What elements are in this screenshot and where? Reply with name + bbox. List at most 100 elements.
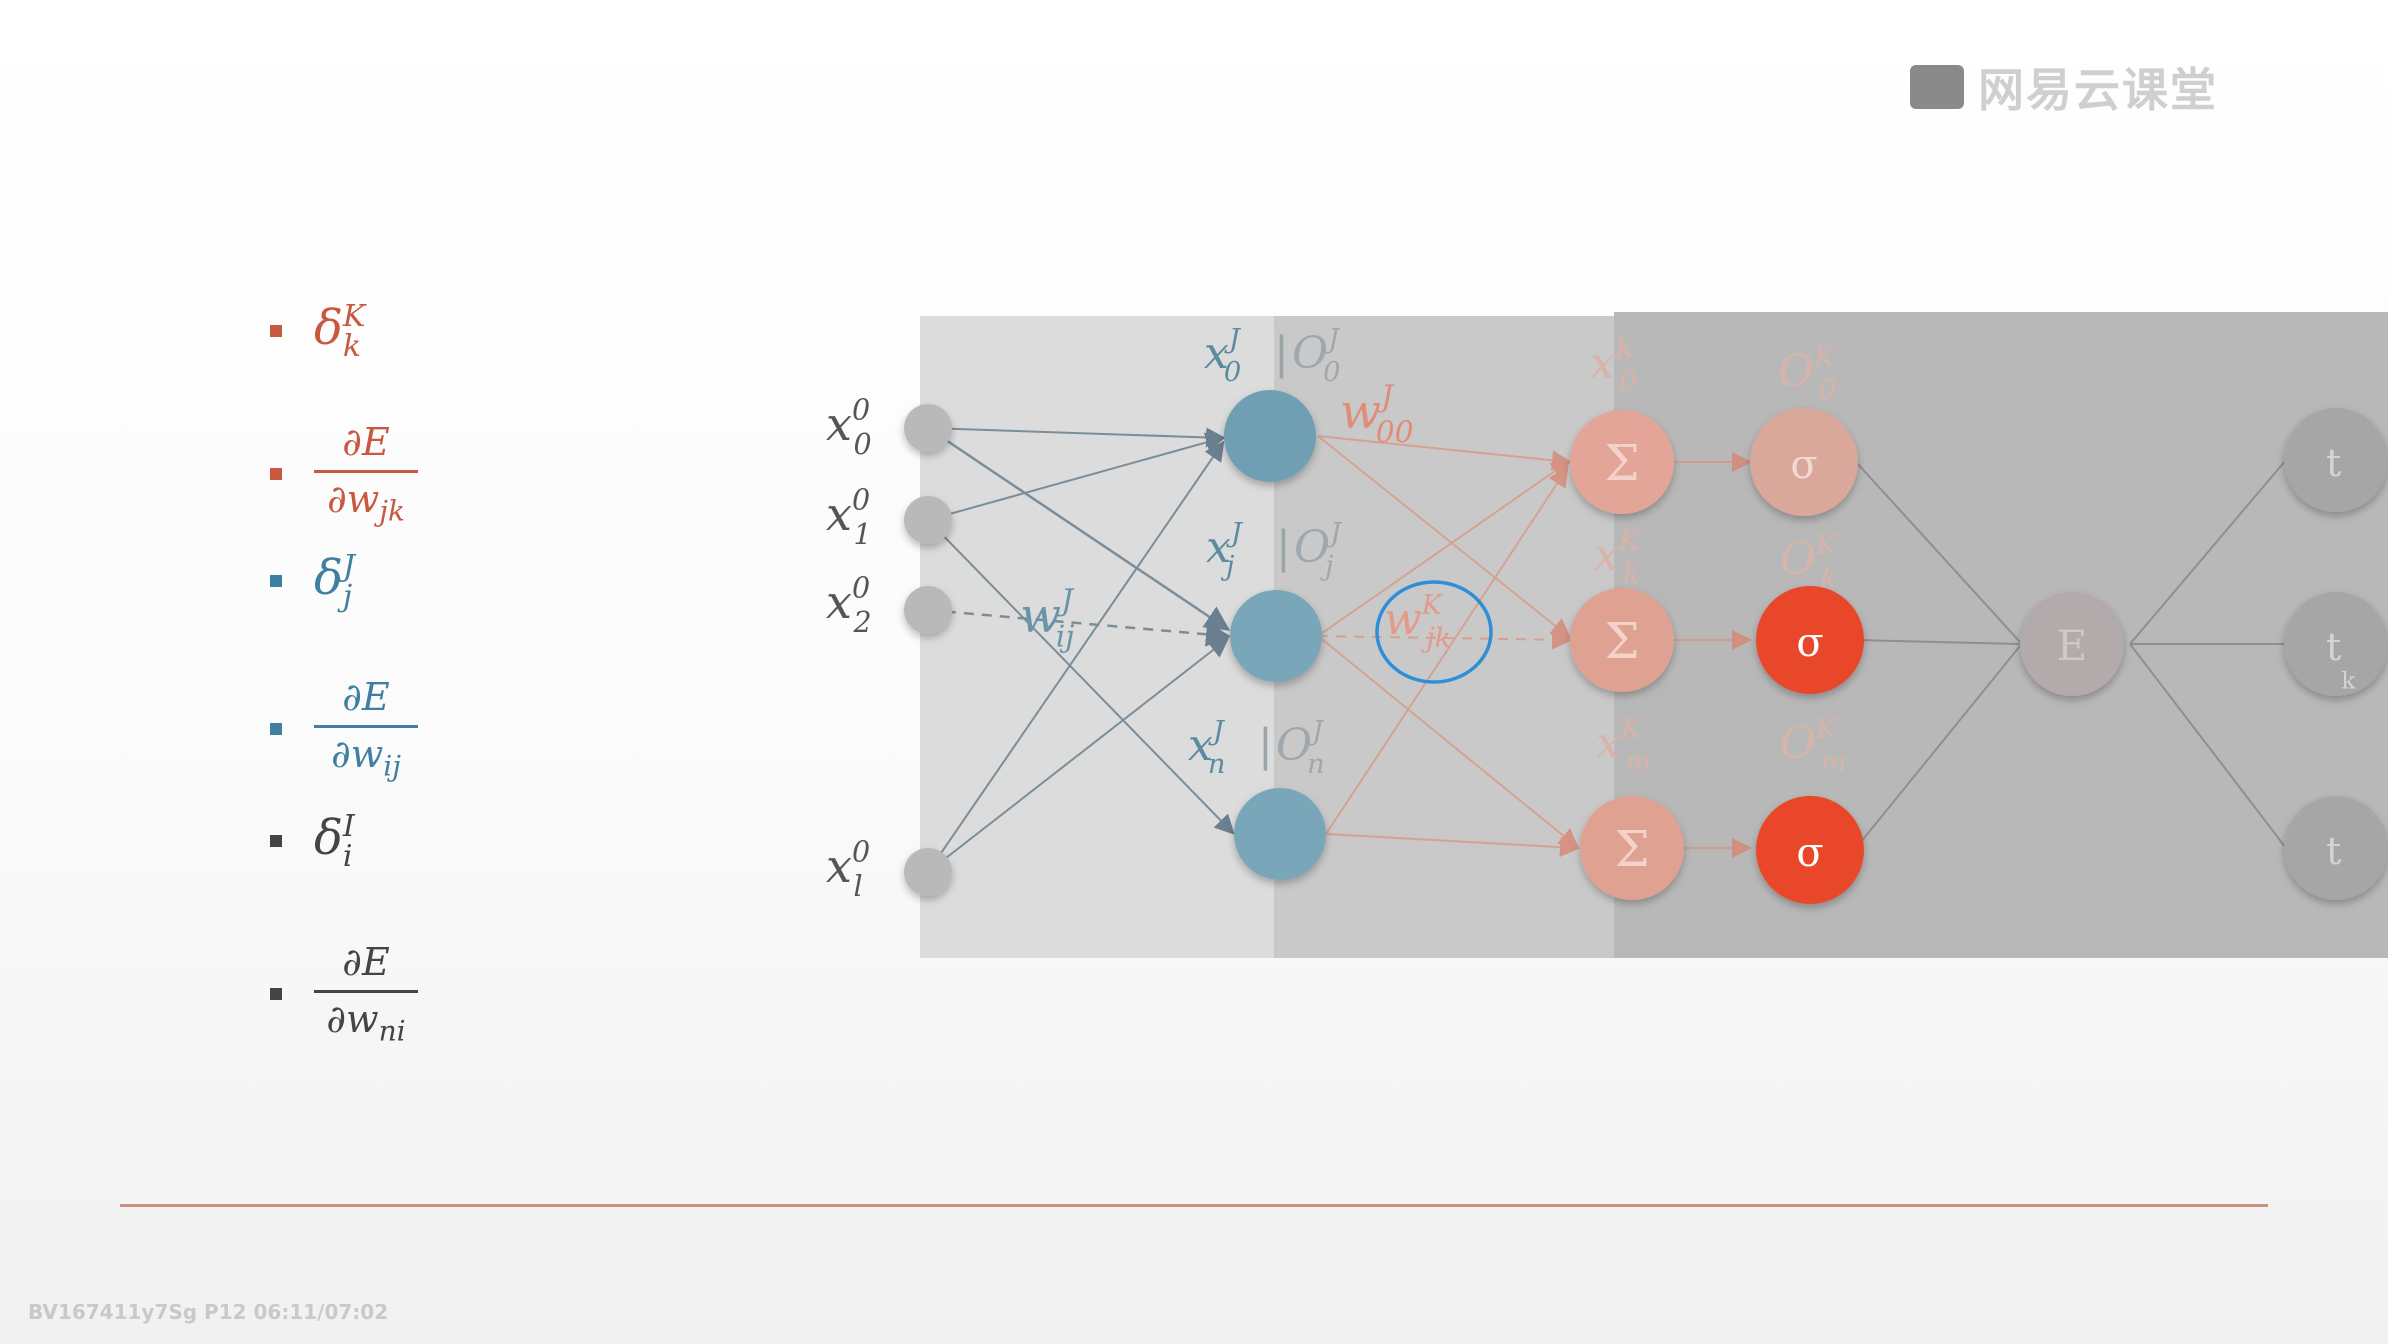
symbol-sub: j xyxy=(342,578,353,614)
bullet-square-icon xyxy=(270,834,282,847)
output-input-label: xK k xyxy=(1594,526,1641,590)
weight-00-label: wJ 00 xyxy=(1340,379,1414,450)
output-input-label: xK 0 xyxy=(1590,334,1637,398)
symbol-sup: J xyxy=(342,548,355,584)
input-label: x0 l xyxy=(826,835,870,903)
target-node xyxy=(2284,592,2388,696)
video-footer: BV167411y7Sg P12 06:11/07:02 xyxy=(28,1300,388,1324)
bullet-square-icon xyxy=(270,324,282,337)
hidden-output-label: OJ 0 xyxy=(1292,324,1341,388)
input-node xyxy=(904,848,952,896)
sigma-symbol: σ xyxy=(1790,442,1817,488)
sum-layer: Σ Σ Σ xyxy=(1570,410,1684,900)
sigma-node-active xyxy=(1756,586,1864,694)
sum-symbol: Σ xyxy=(1604,434,1639,492)
fraction-bar xyxy=(314,470,418,473)
numerator: ∂E xyxy=(342,940,390,984)
panel-output xyxy=(1614,312,2388,958)
bullet-square-icon xyxy=(270,574,282,587)
gradient-item: ∂E ∂wjk xyxy=(270,420,418,528)
symbol-sub: k xyxy=(342,328,362,364)
fraction-bar xyxy=(314,725,418,728)
target-layer xyxy=(2284,408,2388,900)
denominator: ∂wjk xyxy=(327,477,405,528)
output-input-label: xK m xyxy=(1596,714,1651,778)
sigma-layer: σ σ σ xyxy=(1750,408,1864,904)
watermark: 网易云课堂 xyxy=(1910,52,2350,122)
symbol-base: δ xyxy=(314,300,343,356)
sigma-symbol: σ xyxy=(1796,620,1823,666)
output-label: OK m xyxy=(1780,714,1846,778)
hidden-output-label: OJ n xyxy=(1276,716,1325,780)
weight-ij-label: wJ ij xyxy=(1020,583,1075,654)
fraction-bar xyxy=(314,990,418,993)
input-layer xyxy=(904,404,952,896)
gradient-item: ∂E ∂wij xyxy=(270,675,418,783)
separator-bar: | xyxy=(1274,328,1289,379)
target-node xyxy=(2284,796,2388,900)
edges-error xyxy=(1855,459,2287,849)
symbol-base: δ xyxy=(314,550,343,606)
output-label: OK k xyxy=(1780,530,1838,594)
highlight-circle xyxy=(1375,580,1493,684)
hidden-node xyxy=(1224,390,1316,482)
divider-line xyxy=(120,1204,2268,1207)
input-label: x0 0 xyxy=(826,393,872,461)
footer-text: BV167411y7Sg P12 06:11/07:02 xyxy=(28,1300,389,1324)
bullet-square-icon xyxy=(270,722,282,735)
denominator: ∂wni xyxy=(326,997,406,1048)
numerator: ∂E xyxy=(342,420,390,464)
bullet-square-icon xyxy=(270,987,282,1000)
gradient-item: ∂E ∂wni xyxy=(270,940,418,1048)
hidden-layer xyxy=(1224,390,1326,880)
partial-derivative: ∂E ∂wij xyxy=(314,675,418,783)
sum-symbol: Σ xyxy=(1604,612,1639,670)
error-node xyxy=(2020,592,2124,696)
sum-symbol: Σ xyxy=(1614,820,1649,878)
sigma-node-active xyxy=(1756,796,1864,904)
input-label: x0 1 xyxy=(826,483,872,551)
sigma-node xyxy=(1750,408,1858,516)
error-label: E xyxy=(2057,621,2088,670)
sum-node xyxy=(1570,588,1674,692)
partial-derivative: ∂E ∂wni xyxy=(314,940,418,1048)
hidden-node xyxy=(1234,788,1326,880)
input-node xyxy=(904,496,952,544)
input-node xyxy=(904,586,952,634)
edges-hidden-output xyxy=(1317,435,1752,858)
input-node xyxy=(904,404,952,452)
symbol-sub: i xyxy=(342,838,353,874)
input-label: x0 2 xyxy=(826,571,872,639)
hidden-input-label: xJ 0 xyxy=(1204,324,1242,388)
edges-input-hidden xyxy=(927,426,1235,873)
separator-bar: | xyxy=(1276,522,1291,573)
sum-node xyxy=(1580,796,1684,900)
target-label: t xyxy=(2326,441,2341,485)
hidden-node xyxy=(1230,590,1322,682)
numerator: ∂E xyxy=(342,675,390,719)
logo-icon xyxy=(1910,65,1964,109)
target-node xyxy=(2284,408,2388,512)
bullet-square-icon xyxy=(270,467,282,480)
sum-node xyxy=(1570,410,1674,514)
symbol-sup: I xyxy=(342,808,355,844)
output-label: OK 0 xyxy=(1778,342,1836,406)
hidden-input-label: xJ j xyxy=(1206,518,1244,582)
sigma-symbol: σ xyxy=(1796,830,1823,876)
denominator: ∂wij xyxy=(331,732,401,783)
target-label: tk xyxy=(2326,625,2356,695)
target-label: t xyxy=(2326,829,2341,873)
weight-jk-label: wK jk xyxy=(1384,590,1451,654)
symbol-sup: K xyxy=(342,298,366,334)
watermark-text: 网易云课堂 xyxy=(1978,63,2218,117)
separator-bar: | xyxy=(1258,720,1273,771)
symbol-base: δ xyxy=(314,810,343,866)
hidden-input-label: xJ n xyxy=(1188,716,1226,780)
